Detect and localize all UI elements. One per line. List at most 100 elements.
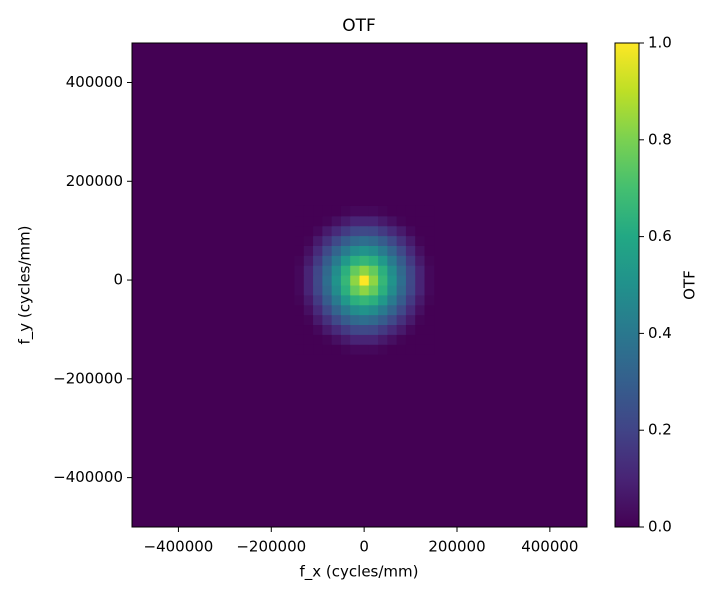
heatmap-cell	[340, 205, 351, 217]
heatmap-cell	[424, 205, 435, 217]
heatmap-cell	[415, 344, 425, 355]
heatmap-cell	[415, 215, 425, 227]
heatmap-cell	[294, 205, 305, 217]
heatmap-cell	[387, 225, 398, 237]
heatmap-cell	[359, 265, 370, 276]
heatmap-cell	[405, 324, 416, 335]
heatmap-cell	[331, 314, 342, 326]
heatmap-cell	[387, 334, 398, 345]
heatmap-cell	[424, 235, 435, 246]
heatmap-cell	[350, 324, 360, 335]
colorbar-tick-label: 0.8	[648, 130, 672, 148]
heatmap-cell	[405, 225, 416, 237]
heatmap-cell	[350, 344, 360, 355]
heatmap-cell	[415, 225, 425, 237]
heatmap-cell	[424, 265, 435, 276]
heatmap-cell	[396, 205, 407, 217]
heatmap-cell	[313, 225, 323, 237]
heatmap-cell	[322, 275, 333, 286]
heatmap-cell	[313, 205, 323, 217]
heatmap-cell	[405, 304, 416, 316]
heatmap-cell	[368, 255, 379, 266]
heatmap-cell	[368, 294, 379, 306]
heatmap-cell	[415, 245, 425, 256]
heatmap-cell	[331, 275, 342, 286]
heatmap-cell	[322, 205, 333, 217]
heatmap-cell	[340, 265, 351, 276]
heatmap-cell	[405, 294, 416, 306]
heatmap-cell	[340, 285, 351, 296]
colorbar-label: OTF	[681, 270, 699, 300]
heatmap-cell	[368, 275, 379, 286]
plot-frame	[131, 42, 588, 528]
heatmap-cell	[350, 334, 360, 345]
heatmap-cell	[387, 304, 398, 316]
heatmap-cell	[322, 294, 333, 306]
heatmap-cell	[396, 225, 407, 237]
heatmap-cell	[368, 265, 379, 276]
heatmap-cell	[313, 245, 323, 256]
heatmap-cell	[378, 314, 388, 326]
heatmap-cell	[387, 205, 398, 217]
x-tick-label: −200000	[236, 538, 306, 556]
heatmap-cell	[378, 344, 388, 355]
heatmap-cell	[294, 255, 305, 266]
heatmap-cell	[340, 294, 351, 306]
heatmap-cell	[340, 304, 351, 316]
heatmap-cell	[405, 265, 416, 276]
x-tick-label: 0	[359, 538, 369, 556]
heatmap-cell	[415, 334, 425, 345]
heatmap-cell	[359, 314, 370, 326]
heatmap-cell	[424, 294, 435, 306]
heatmap-cell	[368, 334, 379, 345]
heatmap-cell	[405, 334, 416, 345]
heatmap-cell	[322, 344, 333, 355]
heatmap-cell	[359, 225, 370, 237]
heatmap-cell	[387, 344, 398, 355]
heatmap-cell	[368, 324, 379, 335]
heatmap-cell	[322, 314, 333, 326]
heatmap-cell	[313, 324, 323, 335]
heatmap-cell	[415, 285, 425, 296]
heatmap-cell	[340, 225, 351, 237]
x-tick-label: 200000	[428, 538, 485, 556]
heatmap-cell	[359, 245, 370, 256]
heatmap-cell	[303, 225, 314, 237]
heatmap-cell	[331, 265, 342, 276]
heatmap-cell	[350, 255, 360, 266]
heatmap-cell	[313, 344, 323, 355]
heatmap-cell	[294, 324, 305, 335]
heatmap-cell	[396, 294, 407, 306]
heatmap-cell	[313, 304, 323, 316]
heatmap-cell	[340, 245, 351, 256]
heatmap-cell	[378, 245, 388, 256]
colorbar-tick-label: 1.0	[648, 34, 672, 52]
heatmap-cell	[396, 265, 407, 276]
heatmap-cell	[294, 265, 305, 276]
heatmap-cell	[322, 215, 333, 227]
heatmap-cell	[396, 235, 407, 246]
heatmap-cell	[368, 205, 379, 217]
heatmap-cell	[424, 255, 435, 266]
heatmap-cell	[396, 285, 407, 296]
heatmap-cell	[350, 314, 360, 326]
heatmap-cell	[424, 324, 435, 335]
heatmap-cell	[424, 225, 435, 237]
heatmap-cell	[424, 344, 435, 355]
heatmap-cell	[396, 344, 407, 355]
heatmap-cell	[322, 255, 333, 266]
heatmap-cell	[396, 245, 407, 256]
heatmap-cell	[378, 225, 388, 237]
heatmap-cell	[368, 235, 379, 246]
heatmap-cell	[405, 285, 416, 296]
heatmap-cell	[368, 304, 379, 316]
colorbar-tick-label: 0.0	[648, 518, 672, 536]
heatmap-cell	[405, 245, 416, 256]
heatmap-cell	[378, 265, 388, 276]
heatmap	[294, 205, 435, 355]
heatmap-cell	[359, 285, 370, 296]
heatmap-cell	[322, 225, 333, 237]
heatmap-cell	[359, 215, 370, 227]
heatmap-cell	[331, 324, 342, 335]
